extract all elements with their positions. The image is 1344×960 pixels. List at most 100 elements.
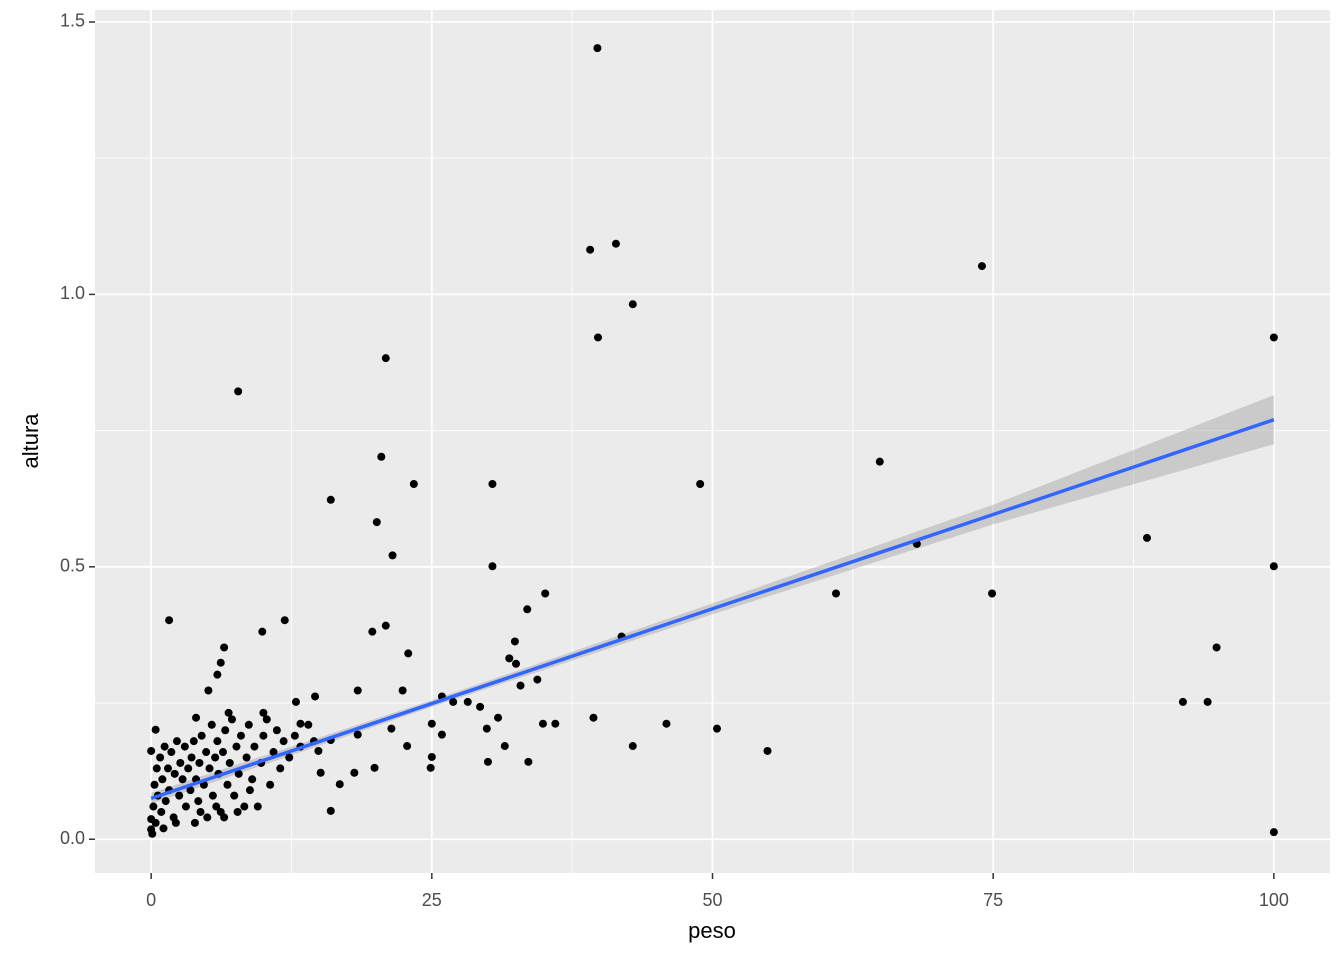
x-tick-label: 100 xyxy=(1259,890,1289,910)
point xyxy=(523,605,532,614)
point xyxy=(259,708,268,717)
point xyxy=(234,769,243,778)
point xyxy=(482,724,491,733)
point xyxy=(178,775,187,784)
point xyxy=(372,518,381,527)
point xyxy=(245,786,254,795)
point xyxy=(250,742,259,751)
point xyxy=(381,621,390,630)
point xyxy=(203,813,212,822)
point xyxy=(538,719,547,728)
point xyxy=(350,768,359,777)
point xyxy=(236,731,245,740)
y-tick-label: 1.0 xyxy=(60,283,85,303)
point xyxy=(186,786,195,795)
point xyxy=(611,239,620,248)
point xyxy=(409,479,418,488)
point xyxy=(1178,697,1187,706)
point xyxy=(163,764,172,773)
y-axis-title: altura xyxy=(18,413,43,469)
point xyxy=(244,720,253,729)
point xyxy=(593,333,602,342)
point xyxy=(368,627,377,636)
point xyxy=(381,354,390,363)
point xyxy=(316,768,325,777)
point xyxy=(213,737,222,746)
point xyxy=(157,807,166,816)
point xyxy=(242,753,251,762)
point xyxy=(223,780,232,789)
fit-line xyxy=(150,418,1275,801)
point xyxy=(204,686,213,695)
point xyxy=(218,748,227,757)
point xyxy=(311,692,320,701)
point xyxy=(1269,333,1278,342)
point xyxy=(326,806,335,815)
point xyxy=(213,670,222,679)
point xyxy=(176,758,185,767)
point xyxy=(314,746,323,755)
point xyxy=(248,775,257,784)
point xyxy=(1212,643,1221,652)
point xyxy=(586,245,595,254)
point xyxy=(488,479,497,488)
point xyxy=(224,708,233,717)
point xyxy=(463,697,472,706)
confidence-band-group xyxy=(151,395,1274,804)
point xyxy=(232,742,241,751)
point xyxy=(189,737,198,746)
point xyxy=(551,719,560,728)
point xyxy=(150,780,159,789)
point xyxy=(494,713,503,722)
point xyxy=(149,802,158,811)
point xyxy=(290,731,299,740)
point xyxy=(712,724,721,733)
point xyxy=(589,713,598,722)
point xyxy=(370,763,379,772)
grid xyxy=(95,10,1330,873)
point xyxy=(593,44,602,53)
point xyxy=(326,495,335,504)
point xyxy=(171,818,180,827)
point xyxy=(510,637,519,646)
point xyxy=(208,791,217,800)
point xyxy=(272,726,281,735)
point xyxy=(258,627,267,636)
point xyxy=(181,802,190,811)
point xyxy=(533,675,542,684)
point xyxy=(1203,697,1212,706)
point xyxy=(426,763,435,772)
point xyxy=(403,742,412,751)
point xyxy=(233,807,242,816)
point xyxy=(696,479,705,488)
point xyxy=(225,758,234,767)
point xyxy=(161,797,170,806)
point xyxy=(148,829,157,838)
point xyxy=(449,697,458,706)
point xyxy=(387,724,396,733)
point xyxy=(207,720,216,729)
point xyxy=(230,791,239,800)
point xyxy=(151,725,160,734)
point xyxy=(220,813,229,822)
point xyxy=(160,742,169,751)
point xyxy=(516,681,525,690)
x-tick-label: 25 xyxy=(422,890,442,910)
point xyxy=(227,715,236,724)
point xyxy=(151,818,160,827)
point xyxy=(184,764,193,773)
x-axis-title: peso xyxy=(688,918,736,943)
point xyxy=(377,452,386,461)
y-tick-label: 0.5 xyxy=(60,556,85,576)
point xyxy=(628,742,637,751)
point xyxy=(280,616,289,625)
point xyxy=(194,797,203,806)
point xyxy=(427,752,436,761)
point xyxy=(541,589,550,598)
point xyxy=(190,818,199,827)
point xyxy=(483,757,492,766)
point xyxy=(158,775,167,784)
point xyxy=(1142,533,1151,542)
point xyxy=(427,719,436,728)
